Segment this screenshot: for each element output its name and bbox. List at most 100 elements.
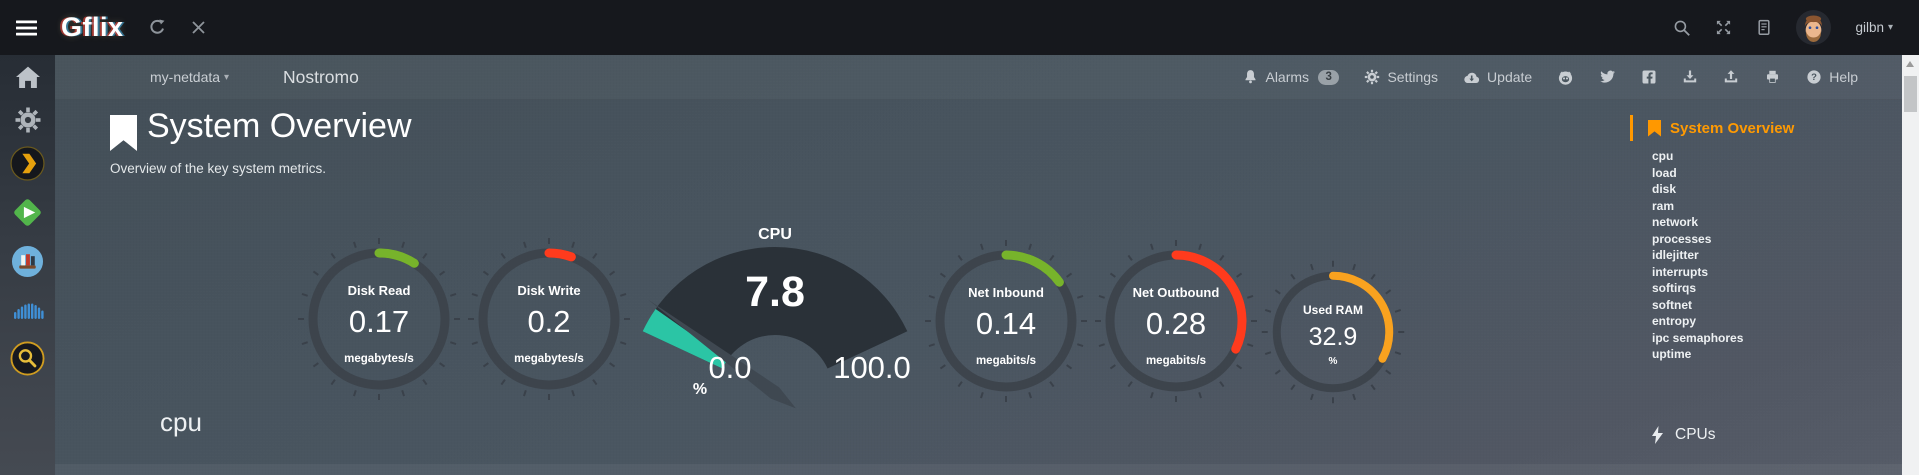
gauge-units: % <box>1328 356 1338 367</box>
magnifier-app-icon <box>10 341 45 375</box>
app-sidebar <box>0 55 55 475</box>
twitter-icon <box>1600 70 1616 83</box>
gear-icon <box>15 107 40 133</box>
gauge-label: Used RAM <box>1302 303 1363 317</box>
svg-text:?: ? <box>1811 72 1817 83</box>
update-button[interactable]: Update <box>1463 69 1532 85</box>
host-selector[interactable]: my-netdata ▾ <box>150 55 229 99</box>
brand-logo[interactable]: Gflix <box>61 12 124 42</box>
home-icon <box>15 66 40 88</box>
toc-items: cpu load disk ram network processes idle… <box>1652 148 1910 363</box>
menu-icon[interactable] <box>16 20 37 36</box>
toc-item-softirqs[interactable]: softirqs <box>1652 281 1697 295</box>
gauge-units: % <box>692 381 708 398</box>
twitter-button[interactable] <box>1599 70 1616 85</box>
close-icon[interactable] <box>191 20 206 35</box>
sidebar-item-settings[interactable] <box>0 98 55 142</box>
github-button[interactable] <box>1557 69 1574 86</box>
settings-label: Settings <box>1387 69 1439 85</box>
alarms-label: Alarms <box>1265 69 1310 85</box>
facebook-button[interactable] <box>1641 69 1657 85</box>
gear-icon <box>1365 69 1380 85</box>
toc-item-disk[interactable]: disk <box>1652 182 1677 196</box>
alarms-badge: 3 <box>1318 69 1340 85</box>
emby-icon <box>14 198 41 226</box>
help-label: Help <box>1829 69 1858 85</box>
scrollbar-up-arrow[interactable] <box>1906 61 1914 67</box>
export-button[interactable] <box>1723 69 1739 85</box>
settings-button[interactable]: Settings <box>1364 69 1438 85</box>
toc-item-softnet[interactable]: softnet <box>1652 297 1692 312</box>
toc-item-network[interactable]: network <box>1652 215 1699 229</box>
gauge-units: megabits/s <box>975 355 1037 367</box>
scrollbar <box>1902 55 1919 475</box>
caret-down-icon: ▾ <box>224 71 230 83</box>
gauge-disk-write[interactable]: Disk Write 0.2 megabytes/s <box>461 231 637 407</box>
sidebar-item-soundcloud[interactable] <box>0 288 55 332</box>
print-icon <box>1767 70 1779 83</box>
gauge-cpu[interactable]: CPU 7.8 0.0 100.0 % <box>600 223 950 453</box>
refresh-icon[interactable] <box>148 18 167 37</box>
toc-item-cpu[interactable]: cpu <box>1652 149 1674 163</box>
toc-item-processes[interactable]: processes <box>1652 231 1712 246</box>
alarms-button[interactable]: Alarms 3 <box>1243 69 1340 85</box>
username: gilbn <box>1855 20 1884 35</box>
help-button[interactable]: ? Help <box>1806 69 1858 85</box>
gauge-label: CPU <box>758 226 792 243</box>
search-icon[interactable] <box>1673 19 1691 37</box>
toc-item-load[interactable]: load <box>1652 165 1677 180</box>
gauge-units: megabytes/s <box>344 353 414 365</box>
user-menu[interactable]: gilbn ▾ <box>1855 20 1893 35</box>
gauge-net-outbound[interactable]: Net Outbound 0.28 megabits/s <box>1088 233 1264 409</box>
gauge-units: megabytes/s <box>514 353 584 365</box>
gauge-value: 0.28 <box>1145 306 1207 341</box>
import-button[interactable] <box>1682 69 1698 85</box>
gauge-value: 32.9 <box>1308 323 1358 351</box>
cpu-meter-canvas <box>600 238 950 428</box>
cpu-section-heading: cpu <box>160 407 202 437</box>
help-icon: ? <box>1807 70 1821 84</box>
sidebar-item-plex[interactable] <box>0 141 55 185</box>
cloud-download-icon <box>1464 72 1480 83</box>
fullscreen-icon[interactable] <box>1715 19 1732 36</box>
node-name: Nostromo <box>283 66 359 87</box>
soundcloud-icon <box>13 303 44 319</box>
caret-down-icon: ▾ <box>1887 22 1893 33</box>
gauge-net-inbound[interactable]: Net Inbound 0.14 megabits/s <box>918 233 1094 409</box>
topbar: Gflix gilbn ▾ <box>0 0 1919 55</box>
toc-item-ram[interactable]: ram <box>1652 198 1675 213</box>
dashboard-navbar: my-netdata ▾ Nostromo Alarms 3 Settings … <box>55 55 1902 100</box>
gauge-label: Net Outbound <box>1132 285 1220 300</box>
toc-item-idlejitter[interactable]: idlejitter <box>1652 248 1699 262</box>
toc-item-system-overview[interactable]: System Overview <box>1630 115 1910 141</box>
gauge-value: 0.14 <box>975 306 1037 341</box>
gauge-label: Disk Write <box>517 283 581 298</box>
toc-item-entropy[interactable]: entropy <box>1652 314 1697 328</box>
gauge-value: 0.17 <box>348 304 410 339</box>
gauge-label: Disk Read <box>347 283 411 298</box>
toc-item-interrupts[interactable]: interrupts <box>1652 264 1709 279</box>
toc-active-label: System Overview <box>1670 119 1795 137</box>
gauge-min: 0.0 <box>708 350 752 385</box>
plex-icon <box>10 145 45 181</box>
print-button[interactable] <box>1764 69 1781 85</box>
changelog-icon[interactable] <box>1756 19 1772 36</box>
upload-icon <box>1725 70 1738 83</box>
avatar[interactable] <box>1796 10 1832 45</box>
gauge-disk-read[interactable]: Disk Read 0.17 megabytes/s <box>291 231 467 407</box>
gauge-used-ram[interactable]: Used RAM 32.9 % <box>1258 257 1408 407</box>
bolt-icon <box>1652 426 1663 444</box>
gauge-max: 100.0 <box>833 350 911 385</box>
toc-item-ipc-semaphores[interactable]: ipc semaphores <box>1652 330 1744 345</box>
facebook-icon <box>1642 70 1656 84</box>
sidebar-item-home[interactable] <box>0 55 55 99</box>
toc-section-label: CPUs <box>1675 426 1716 443</box>
toc-section-cpus[interactable]: CPUs <box>1652 426 1715 444</box>
scrollbar-thumb[interactable] <box>1904 76 1917 112</box>
main-content: my-netdata ▾ Nostromo Alarms 3 Settings … <box>55 55 1902 475</box>
sidebar-item-indexer-search[interactable] <box>0 336 55 380</box>
toc-item-uptime[interactable]: uptime <box>1652 347 1692 361</box>
sidebar-item-emby[interactable] <box>0 190 55 234</box>
sidebar-item-library[interactable] <box>0 239 55 283</box>
